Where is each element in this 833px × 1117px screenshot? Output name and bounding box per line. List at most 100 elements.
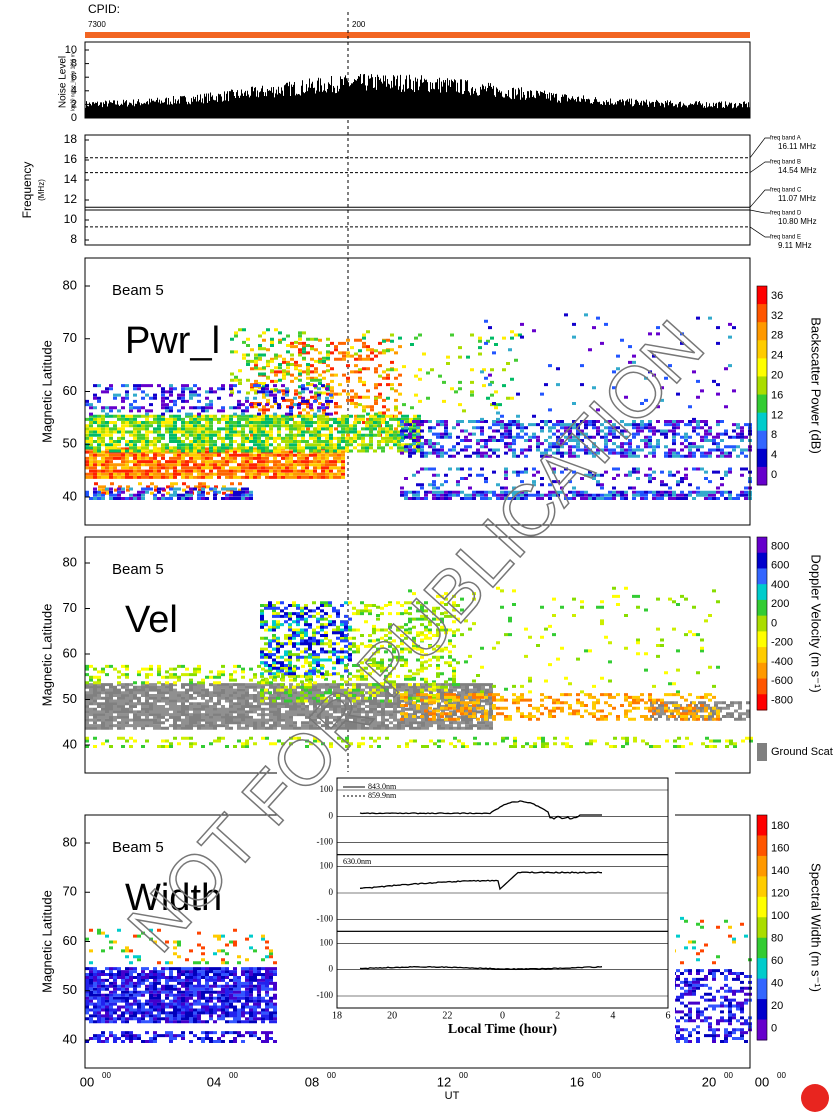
colorbar-tick-label: 40 [771, 978, 783, 990]
colorbar-segment [757, 430, 767, 450]
x-tick-label: 20 [702, 1074, 716, 1089]
y-tick-label: 16 [64, 152, 78, 166]
cpid-value: 7300 [88, 20, 106, 29]
colorbar-tick-label: 140 [771, 865, 789, 877]
scatter-cells [260, 601, 352, 676]
inset-y-tick: -100 [317, 990, 334, 1000]
colorbar-tick-label: 800 [771, 541, 789, 553]
x-tick-minutes: 00 [102, 1071, 111, 1080]
cpid-label: CPID: [88, 2, 120, 16]
parameter-label: Vel [125, 599, 178, 641]
x-tick-label: 00 [80, 1074, 94, 1089]
y-tick-label: 60 [63, 645, 77, 660]
colorbar-tick-label: 160 [771, 843, 789, 855]
inset-y-tick: -100 [317, 913, 334, 923]
y-tick-label: 70 [63, 330, 77, 345]
scatter-cells [260, 601, 352, 676]
y-tick-label: 60 [63, 383, 77, 398]
y-tick-label: 10 [65, 44, 77, 56]
band-name: freq band C [770, 188, 802, 194]
colorbar-tick-label: 0 [771, 1023, 777, 1035]
y-axis-label: Magnetic Latitude [39, 604, 54, 707]
inset-y-tick: 0 [329, 810, 334, 820]
cpid-value: 200 [352, 20, 366, 29]
y-tick-label: 6 [71, 71, 77, 83]
y-tick-label: 80 [63, 834, 77, 849]
colorbar-tick-label: 12 [771, 409, 783, 421]
colorbar-segment [757, 978, 767, 1000]
inset-x-label: Local Time (hour) [448, 1022, 557, 1037]
panel-frame [84, 134, 751, 246]
inset-x-tick: 6 [666, 1010, 671, 1021]
inset-legend: 843.0nm [368, 782, 397, 791]
colorbar-frame [756, 536, 768, 711]
inset-legend: 859.9nm [368, 791, 397, 800]
colorbar-segment [757, 448, 767, 468]
band-freq: 14.54 MHz [778, 166, 817, 175]
scatter-cells [85, 338, 402, 495]
inset-y-tick: 0 [329, 964, 334, 974]
ground-swatch [757, 743, 767, 761]
band-freq: 9.11 MHz [778, 241, 812, 250]
inset-legend: 630.0nm [343, 857, 372, 866]
band-freq: 10.80 MHz [778, 217, 817, 226]
beam-label: Beam 5 [112, 561, 164, 578]
scatter-cells [85, 967, 752, 1043]
y-tick-label: 40 [63, 736, 77, 751]
scatter-cells [85, 328, 518, 453]
colorbar-segment [757, 304, 767, 323]
inset-y-tick: 0 [329, 887, 334, 897]
parameter-label: Pwr_l [125, 320, 220, 362]
colorbar-segment [757, 958, 767, 980]
colorbar-segment [757, 855, 767, 877]
y-tick-label: 50 [63, 436, 77, 451]
inset-y-tick: 100 [320, 784, 334, 794]
colorbar-segment [757, 537, 767, 554]
x-tick-minutes: 00 [327, 1071, 336, 1080]
colorbar-segment [757, 896, 767, 918]
inset-x-tick: 2 [555, 1010, 560, 1021]
band-leader [749, 209, 770, 214]
colorbar-tick-label: -800 [771, 694, 793, 706]
colorbar-tick-label: 20 [771, 1000, 783, 1012]
scatter-cells [85, 683, 750, 730]
y-tick-label: 12 [64, 192, 78, 206]
inset-x-tick: 18 [332, 1010, 342, 1021]
colorbar-frame [756, 814, 768, 1041]
beam-label: Beam 5 [112, 839, 164, 856]
colorbar-segment [757, 876, 767, 898]
colorbar-tick-label: 120 [771, 888, 789, 900]
colorbar-tick-label: 28 [771, 330, 783, 342]
y-tick-label: 60 [63, 933, 77, 948]
scatter-cells [85, 328, 522, 453]
colorbar-tick-label: 100 [771, 910, 789, 922]
y-tick-label: 4 [71, 85, 77, 97]
colorbar-segment [757, 552, 767, 569]
band-name: freq band D [770, 211, 802, 217]
parameter-label: Width [125, 877, 222, 919]
inset-x-tick: 0 [500, 1010, 505, 1021]
band-freq: 11.07 MHz [778, 194, 816, 203]
colorbar-segment [757, 815, 767, 836]
beam-label: Beam 5 [112, 282, 164, 299]
band-leader [749, 161, 770, 173]
colorbar-tick-label: 4 [771, 449, 777, 461]
colorbar-label: Doppler Velocity (m s⁻¹) [809, 554, 824, 692]
colorbar-tick-label: 400 [771, 579, 789, 591]
colorbar-tick-label: 36 [771, 290, 783, 302]
colorbar-tick-label: 200 [771, 598, 789, 610]
band-name: freq band A [770, 136, 801, 142]
x-tick-label: 12 [437, 1074, 451, 1089]
colorbar-segment [757, 466, 767, 486]
scatter-cells [89, 322, 752, 500]
colorbar-tick-label: 180 [771, 820, 789, 832]
noise-trace [85, 73, 750, 118]
inset-y-tick: 100 [320, 937, 334, 947]
colorbar-segment [757, 286, 767, 305]
colorbar-tick-label: 8 [771, 429, 777, 441]
x-tick-minutes: 00 [229, 1071, 238, 1080]
inset-y-tick: 100 [320, 861, 334, 871]
colorbar-tick-label: 32 [771, 310, 783, 322]
band-name: freq band E [770, 235, 801, 241]
colorbar-segment [757, 358, 767, 377]
